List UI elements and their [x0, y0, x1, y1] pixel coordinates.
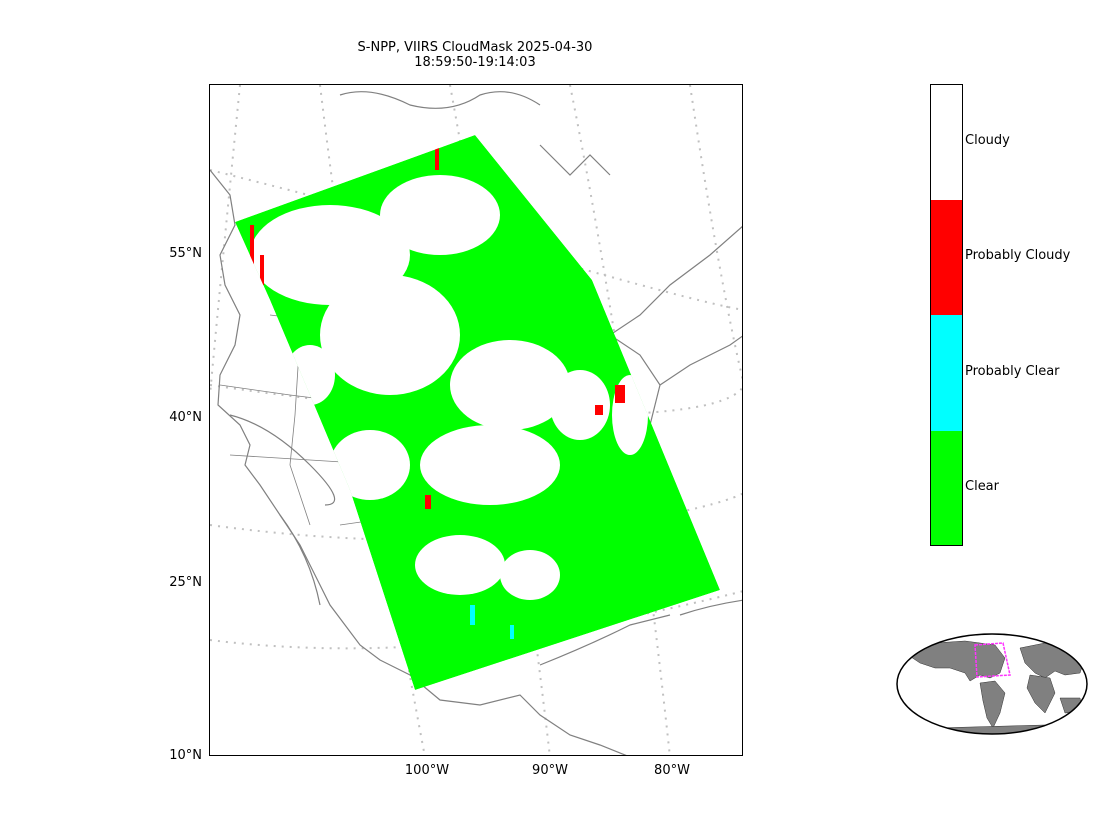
inset-land [904, 640, 1086, 734]
colorbar-probably-clear [931, 315, 962, 431]
lat-tick-55: 55°N [169, 246, 202, 261]
title-line-2: 18:59:50-19:14:03 [414, 55, 536, 70]
inset-globe [896, 633, 1088, 735]
legend-label-clear: Clear [965, 479, 999, 494]
legend-label-cloudy: Cloudy [965, 133, 1010, 148]
cloudmask-map [209, 84, 743, 756]
colorbar-clear [931, 431, 962, 545]
legend-colorbar [930, 84, 963, 546]
map-title: S-NPP, VIIRS CloudMask 2025-04-30 18:59:… [300, 40, 650, 70]
title-line-1: S-NPP, VIIRS CloudMask 2025-04-30 [357, 40, 593, 55]
cloudmask-swath [235, 135, 720, 690]
inset-footprint [974, 642, 1011, 678]
map-canvas [210, 85, 742, 755]
world-locator-inset [895, 633, 1089, 739]
cloudy-regions [250, 175, 648, 600]
lon-tick-90w: 90°W [532, 763, 568, 778]
legend-label-probably-clear: Probably Clear [965, 364, 1060, 379]
lon-tick-100w: 100°W [404, 763, 450, 778]
colorbar-probably-cloudy [931, 200, 962, 315]
legend-label-probably-cloudy: Probably Cloudy [965, 248, 1071, 263]
probably-cloudy-regions [250, 145, 625, 509]
lon-tick-80w: 80°W [654, 763, 690, 778]
lat-tick-40: 40°N [169, 410, 202, 425]
lat-tick-25: 25°N [169, 575, 202, 590]
lat-tick-10: 10°N [169, 748, 202, 763]
colorbar-cloudy [931, 85, 962, 200]
